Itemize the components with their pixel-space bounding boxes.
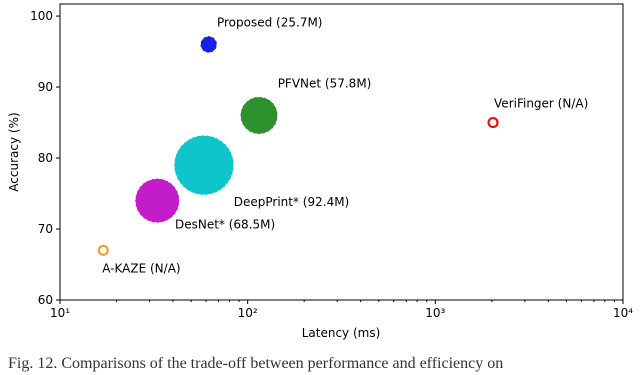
- point: [97, 244, 109, 256]
- bubble: [173, 134, 235, 196]
- caption: Fig. 12. Comparisons of the trade-off be…: [8, 355, 503, 372]
- x-tick-label: 10¹: [50, 306, 70, 320]
- point-label: DesNet* (68.5M): [175, 218, 275, 232]
- y-tick-label: 60: [38, 293, 53, 307]
- point-label: Proposed (25.7M): [217, 15, 323, 29]
- x-axis-label: Latency (ms): [302, 326, 381, 340]
- point-label: A-KAZE (N/A): [102, 261, 180, 275]
- y-axis-label: Accuracy (%): [7, 112, 21, 191]
- x-tick-label: 10³: [425, 306, 445, 320]
- y-tick-label: 100: [30, 9, 53, 23]
- y-tick-label: 90: [38, 80, 53, 94]
- bubble: [240, 96, 279, 135]
- bubble: [134, 178, 180, 224]
- point-label: PFVNet (57.8M): [278, 76, 372, 90]
- bubble: [200, 35, 218, 54]
- y-tick-label: 70: [38, 222, 53, 236]
- x-tick-label: 10²: [238, 306, 258, 320]
- point: [487, 116, 499, 129]
- point-label: DeepPrint* (92.4M): [234, 195, 349, 209]
- x-tick-label: 10⁴: [613, 306, 633, 320]
- point-label: VeriFinger (N/A): [494, 97, 588, 111]
- y-tick-label: 80: [38, 151, 53, 165]
- plot-frame: [59, 3, 624, 301]
